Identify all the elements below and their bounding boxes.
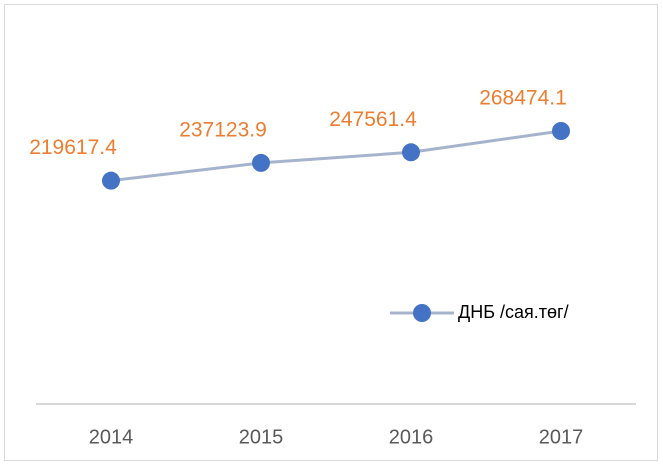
data-label: 219617.4 <box>29 136 117 159</box>
x-tick-label: 2014 <box>89 426 134 448</box>
data-point <box>552 122 570 140</box>
data-label: 268474.1 <box>479 87 567 110</box>
chart-border <box>4 4 658 461</box>
legend-label: ДНБ /сая.төг/ <box>458 302 569 322</box>
data-point <box>252 153 270 172</box>
legend-marker <box>413 304 431 322</box>
data-point <box>102 171 120 190</box>
x-tick-label: 2017 <box>539 426 584 448</box>
data-point <box>402 143 420 162</box>
data-label: 237123.9 <box>179 118 267 141</box>
x-tick-label: 2016 <box>389 426 434 448</box>
series-line <box>110 129 562 183</box>
data-label: 247561.4 <box>329 108 417 131</box>
x-tick-label: 2015 <box>239 426 284 448</box>
